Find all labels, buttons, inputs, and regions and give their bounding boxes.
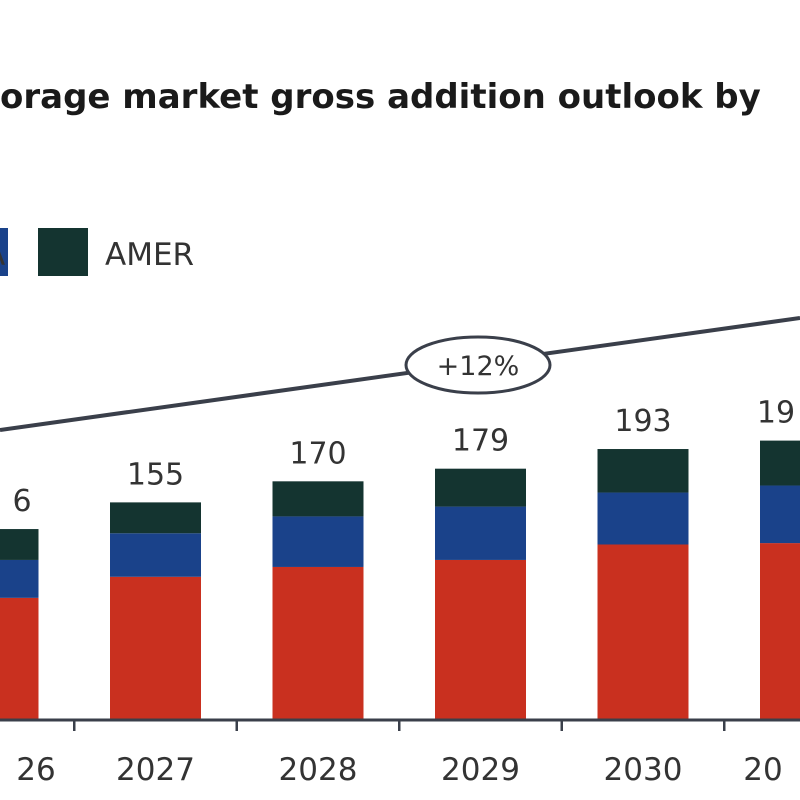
bar-segment-2028-s2 <box>272 481 364 517</box>
bar-segment-2027-s1 <box>110 533 201 577</box>
chart-title: orage market gross addition outlook by <box>0 77 761 117</box>
x-tick-label-2031: 20 <box>743 752 782 788</box>
legend-swatch-blue <box>0 228 8 276</box>
x-tick-label-2027: 2027 <box>116 752 195 788</box>
bar-segment-2029-s1 <box>435 506 526 560</box>
legend: A AMER <box>0 228 194 276</box>
bar-segment-2028-s1 <box>272 516 364 567</box>
bar-segment-2031-s0 <box>760 543 800 720</box>
legend-label-amer: AMER <box>105 237 194 273</box>
x-tick-label-2028: 2028 <box>279 752 358 788</box>
total-label-2030: 193 <box>614 404 671 439</box>
bar-segment-2026-s0 <box>0 597 39 720</box>
legend-swatch-amer <box>38 228 88 276</box>
bar-segment-2029-s2 <box>435 468 526 507</box>
bar-segment-2026-s1 <box>0 559 39 598</box>
bar-segment-2031-s2 <box>760 440 800 486</box>
total-label-2026: 6 <box>12 484 31 519</box>
bar-segment-2029-s0 <box>435 559 526 720</box>
bar-segment-2031-s1 <box>760 485 800 544</box>
bar-segment-2028-s0 <box>272 566 364 720</box>
legend-label-blue: A <box>0 237 5 273</box>
bar-segment-2030-s1 <box>597 492 689 545</box>
cagr-annotation: +12% <box>0 316 800 432</box>
total-label-2029: 179 <box>452 424 509 459</box>
bar-segment-2027-s2 <box>110 502 201 534</box>
bar-segment-2030-s2 <box>597 449 689 493</box>
x-tick-label-2030: 2030 <box>604 752 683 788</box>
cagr-line <box>0 316 800 432</box>
bar-segment-2030-s0 <box>597 544 689 720</box>
bar-segment-2026-s2 <box>0 529 39 560</box>
total-label-2027: 155 <box>127 457 184 492</box>
total-label-2031: 19 <box>757 396 795 431</box>
cagr-ellipse <box>404 335 552 395</box>
cagr-label: +12% <box>437 351 520 382</box>
total-label-2028: 170 <box>289 436 346 471</box>
bar-segment-2027-s0 <box>110 576 201 720</box>
x-tick-label-2026: 26 <box>16 752 55 788</box>
x-tick-label-2029: 2029 <box>441 752 520 788</box>
